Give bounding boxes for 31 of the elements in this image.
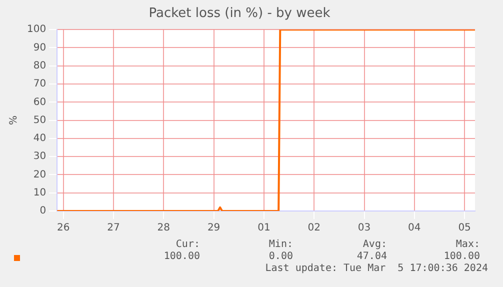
x-tick-label: 27 [107,222,120,234]
text: 47.04 [356,251,387,262]
x-tick-label: 02 [308,222,320,234]
x-tick-label: 05 [458,222,471,234]
text: Last update: Tue Mar 5 17:00:36 2024 [265,263,488,274]
y-tick-label: 20 [33,169,46,180]
y-tick-label: 70 [33,78,46,90]
x-tick-label: 26 [56,222,70,234]
y-tick-label: 50 [33,114,46,126]
y-axis-title: % [8,116,20,126]
x-tick-label: 28 [157,222,170,234]
y-tick-label: 90 [33,42,46,54]
y-tick-label: 40 [33,133,46,144]
text: Min: [268,239,293,250]
y-tick-label: 10 [33,187,46,198]
text: 100.00 [444,251,480,262]
text: Cur: [176,239,200,250]
text: Avg: [362,239,387,250]
x-tick-label: 29 [207,222,220,234]
y-tick-label: 30 [33,151,46,162]
x-tick-label: 03 [358,222,371,234]
y-tick-label: 100 [26,24,46,36]
x-tick-label: 01 [258,222,270,234]
chart-title: Packet loss (in %) - by week [148,6,331,22]
x-tick-label: 04 [408,222,421,234]
text: 0.00 [268,251,293,262]
y-tick-label: 80 [33,60,46,72]
y-tick-label: 60 [33,96,46,108]
text: Max: [456,239,480,250]
text: 100.00 [164,251,200,262]
y-tick-label: 0 [40,206,46,217]
